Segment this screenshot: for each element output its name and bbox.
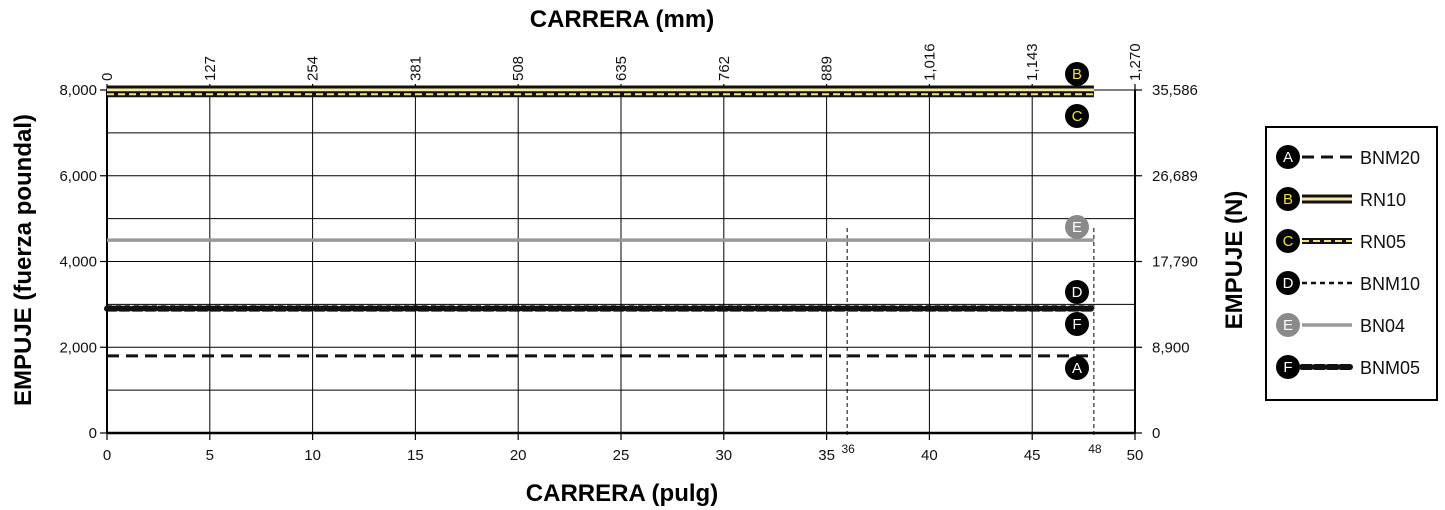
top-tick-label: 254 xyxy=(305,56,322,81)
legend-badge-letter: D xyxy=(1283,275,1294,292)
series-badge-letter: E xyxy=(1072,219,1082,236)
series-b-badge xyxy=(1276,187,1300,211)
top-tick-label: 1,143 xyxy=(1024,43,1041,81)
series-f-badge xyxy=(1065,312,1089,336)
series-c-badge xyxy=(1276,229,1300,253)
legend-label-f: BNM05 xyxy=(1360,358,1420,378)
series-d-badge xyxy=(1065,280,1089,304)
bottom-tick-label: 45 xyxy=(1024,447,1041,464)
top-tick-label: 889 xyxy=(819,56,836,81)
left-axis-title: EMPUJE (fuerza poundal) xyxy=(10,114,37,406)
legend-badge-letter: F xyxy=(1283,359,1292,376)
series-a-badge xyxy=(1276,145,1300,169)
legend-badge-letter: B xyxy=(1283,191,1293,208)
bottom-tick-label: 0 xyxy=(103,447,111,464)
series-lines xyxy=(104,85,1097,358)
bottom-axis-title: CARRERA (pulg) xyxy=(526,480,718,507)
bottom-tick-label: 25 xyxy=(613,447,630,464)
top-tick-label: 127 xyxy=(202,56,219,81)
legend-box xyxy=(1265,126,1438,401)
top-tick-label: 0 xyxy=(99,73,116,81)
series-e-badge xyxy=(1065,215,1089,239)
left-tick-label: 0 xyxy=(89,425,97,442)
bottom-tick-label: 40 xyxy=(921,447,938,464)
series-badge-letter: A xyxy=(1072,360,1082,377)
top-tick-label: 1,016 xyxy=(921,43,938,81)
series-badge-letter: D xyxy=(1072,284,1083,301)
bottom-tick-label: 5 xyxy=(206,447,214,464)
right-axis-title: EMPUJE (N) xyxy=(1221,191,1248,330)
top-tick-label: 508 xyxy=(510,56,527,81)
legend-badge-letter: A xyxy=(1283,149,1293,166)
bottom-tick-label: 15 xyxy=(407,447,424,464)
legend-label-e: BN04 xyxy=(1360,316,1405,336)
bottom-tick-label: 10 xyxy=(304,447,321,464)
left-tick-label: 4,000 xyxy=(59,254,97,271)
series-f-badge xyxy=(1276,355,1300,379)
legend-label-c: RN05 xyxy=(1360,232,1406,252)
series-badge-letter: F xyxy=(1072,316,1081,333)
right-tick-label: 35,586 xyxy=(1152,82,1198,99)
top-tick-label: 635 xyxy=(613,56,630,81)
series-a-badge xyxy=(1065,356,1089,380)
series-d-badge xyxy=(1276,271,1300,295)
legend: A BNM20 B RN10 C RN05 D BNM10 E BN04 F BNM05 xyxy=(1265,126,1438,401)
legend-label-a: BNM20 xyxy=(1360,148,1420,168)
stroke-marker-label: 48 xyxy=(1088,442,1102,456)
bottom-tick-label: 20 xyxy=(510,447,527,464)
bottom-tick-label: 50 xyxy=(1127,447,1144,464)
legend-badge-letter: E xyxy=(1283,317,1293,334)
series-badge-letter: C xyxy=(1072,108,1083,125)
left-tick-label: 8,000 xyxy=(59,82,97,99)
bottom-tick-label: 35 xyxy=(818,447,835,464)
series-e-badge xyxy=(1276,313,1300,337)
stroke-marker-label: 36 xyxy=(841,442,855,456)
legend-badge-letter: C xyxy=(1283,233,1294,250)
top-tick-label: 762 xyxy=(716,56,733,81)
bottom-tick-label: 30 xyxy=(715,447,732,464)
tick-labels: 0 5 10 15 20 25 30 35 40 45 50 0 127 254 381 508 635 762 8… xyxy=(59,43,1197,464)
legend-label-b: RN10 xyxy=(1360,190,1406,210)
right-tick-label: 0 xyxy=(1152,425,1160,442)
series-b-badge xyxy=(1065,62,1089,86)
top-tick-label: 381 xyxy=(407,56,424,81)
right-tick-label: 8,900 xyxy=(1152,339,1190,356)
series-c-badge xyxy=(1065,104,1089,128)
right-tick-label: 17,790 xyxy=(1152,254,1198,271)
left-tick-label: 2,000 xyxy=(59,339,97,356)
left-tick-label: 6,000 xyxy=(59,168,97,185)
top-tick-label: 1,270 xyxy=(1127,43,1144,81)
grid xyxy=(107,90,1135,433)
series-badges: A B C D E F xyxy=(1065,62,1089,380)
top-axis-title: CARRERA (mm) xyxy=(530,6,714,33)
series-badge-letter: B xyxy=(1072,66,1082,83)
right-tick-label: 26,689 xyxy=(1152,168,1198,185)
legend-label-d: BNM10 xyxy=(1360,274,1420,294)
